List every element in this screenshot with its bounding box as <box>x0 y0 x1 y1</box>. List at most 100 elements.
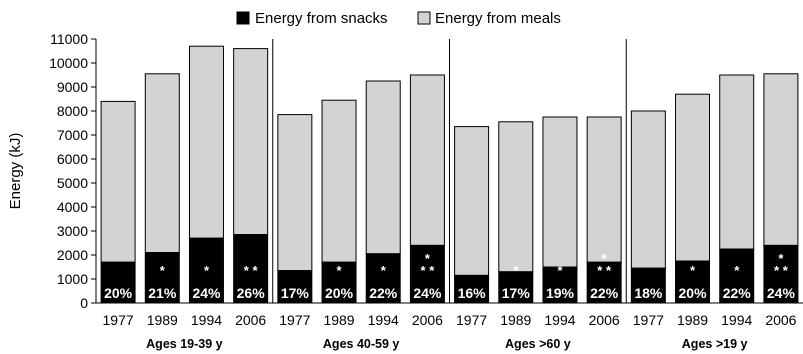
significance-star: * <box>778 251 784 266</box>
bar-meals <box>719 74 755 250</box>
bar-meals <box>321 99 357 263</box>
significance-star: * <box>557 263 563 278</box>
y-tick-label: 9000 <box>57 79 88 95</box>
bar-snacks <box>763 244 799 304</box>
significance-star: * <box>425 251 431 266</box>
bar-snacks <box>233 234 269 304</box>
significance-star: * * <box>421 263 436 278</box>
y-tick-label: 6000 <box>57 151 88 167</box>
x-axis: 1977 1989 1994 2006 Ages 19-39 y 1977 1989 1994… <box>96 302 803 351</box>
group-label: Ages >60 y <box>505 337 571 351</box>
legend-swatch-snacks <box>236 11 250 25</box>
x-tick-label: 1977 <box>633 312 664 328</box>
bar-meals <box>586 116 622 263</box>
bar-meals <box>763 73 799 246</box>
bar-snacks <box>409 244 445 304</box>
legend: Energy from snacks Energy from meals <box>236 10 561 27</box>
x-tick-label: 1989 <box>677 312 708 328</box>
significance-star: * * <box>774 263 789 278</box>
pct-label: 20% <box>325 285 354 301</box>
bar-snacks <box>454 274 490 304</box>
bar-meals <box>365 80 401 255</box>
pct-label: 24% <box>192 285 221 301</box>
pct-label: 17% <box>281 285 310 301</box>
pct-label: 19% <box>546 285 575 301</box>
significance-star: * <box>160 263 166 278</box>
bar-snacks <box>277 270 313 304</box>
y-axis: 0 1000 2000 3000 4000 5000 6000 7000 8000 9000 100… <box>49 31 97 311</box>
x-tick-label: 1989 <box>500 312 531 328</box>
y-tick-label: 7000 <box>57 127 88 143</box>
group-label: Ages 19-39 y <box>146 337 222 351</box>
bar-meals <box>675 93 711 262</box>
bar-meals <box>409 74 445 246</box>
bar-snacks <box>630 267 666 304</box>
y-tick-label: 11000 <box>50 31 88 47</box>
legend-label-meals: Energy from meals <box>435 10 561 27</box>
significance-star: * <box>734 263 740 278</box>
legend-swatch-meals <box>417 11 431 25</box>
y-tick-label: 1000 <box>57 271 88 287</box>
bar-meals <box>144 73 180 254</box>
significance-star: * * <box>597 263 612 278</box>
significance-star: * * <box>244 263 259 278</box>
significance-star: * <box>513 263 519 278</box>
bar-meals <box>498 121 534 273</box>
bar-meals <box>277 114 313 272</box>
pct-label: 22% <box>369 285 398 301</box>
bar-meals <box>454 126 490 276</box>
bar-snacks <box>100 261 136 304</box>
x-tick-label: 2006 <box>765 312 796 328</box>
pct-label: 24% <box>767 285 796 301</box>
pct-label: 22% <box>590 285 619 301</box>
x-tick-label: 2006 <box>589 312 620 328</box>
pct-label: 21% <box>148 285 177 301</box>
legend-label-snacks: Energy from snacks <box>255 10 388 27</box>
plot-area: 20% 21%*24%*26%* *17% 20%*22%*24%** *16% 17… <box>100 39 799 304</box>
x-tick-label: 2006 <box>412 312 443 328</box>
x-tick-label: 1994 <box>721 312 752 328</box>
pct-label: 26% <box>237 285 266 301</box>
x-tick-label: 1994 <box>368 312 399 328</box>
x-tick-label: 1989 <box>323 312 354 328</box>
y-tick-label: 5000 <box>57 175 88 191</box>
bar-snacks <box>719 248 755 304</box>
x-tick-label: 1994 <box>191 312 222 328</box>
y-tick-label: 4000 <box>57 199 88 215</box>
pct-label: 22% <box>723 285 752 301</box>
bar-meals <box>100 100 136 263</box>
x-tick-label: 1989 <box>147 312 178 328</box>
bar-snacks <box>586 261 622 304</box>
x-tick-label: 1977 <box>456 312 487 328</box>
significance-star: * <box>690 263 696 278</box>
x-tick-label: 1977 <box>103 312 134 328</box>
y-tick-label: 2000 <box>57 247 88 263</box>
bar-meals <box>233 48 269 236</box>
pct-label: 17% <box>502 285 531 301</box>
bar-snacks <box>542 266 578 304</box>
x-tick-label: 2006 <box>235 312 266 328</box>
y-tick-label: 3000 <box>57 223 88 239</box>
y-tick-label: 10000 <box>49 55 88 71</box>
significance-star: * <box>337 263 343 278</box>
pct-label: 24% <box>413 285 442 301</box>
bar-snacks <box>321 261 357 304</box>
y-tick-label: 8000 <box>57 103 88 119</box>
group-label: Ages 40-59 y <box>323 337 399 351</box>
x-tick-label: 1994 <box>544 312 575 328</box>
x-tick-label: 1977 <box>279 312 310 328</box>
pct-label: 20% <box>679 285 708 301</box>
pct-label: 16% <box>458 285 487 301</box>
bar-meals <box>542 116 578 268</box>
group-label: Ages >19 y <box>682 337 748 351</box>
y-tick-label: 0 <box>80 295 88 311</box>
significance-star: * <box>204 263 210 278</box>
pct-label: 20% <box>104 285 133 301</box>
significance-star: * <box>602 251 608 266</box>
y-axis-label: Energy (kJ) <box>7 133 24 210</box>
pct-label: 18% <box>634 285 663 301</box>
significance-star: * <box>381 263 387 278</box>
bar-meals <box>188 45 224 239</box>
bar-meals <box>630 110 666 269</box>
